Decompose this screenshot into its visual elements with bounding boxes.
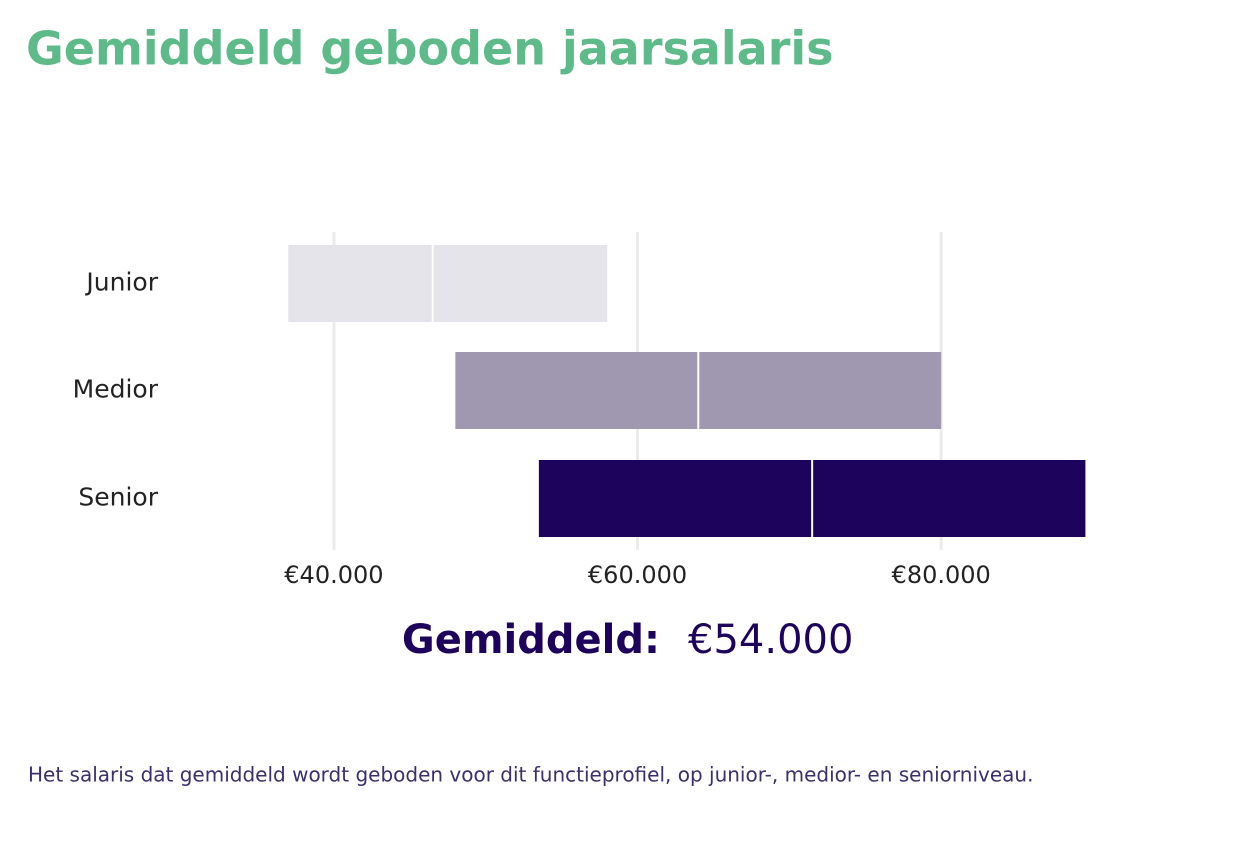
x-tick-label: €80.000 <box>892 561 991 589</box>
y-tick-label: Senior <box>78 483 158 512</box>
chart-title: Gemiddeld geboden jaarsalaris <box>26 22 834 76</box>
x-tick-label: €60.000 <box>588 561 687 589</box>
summary-label: Gemiddeld: <box>402 617 660 663</box>
y-tick-label: Junior <box>84 268 158 297</box>
range-bar <box>288 245 608 322</box>
summary-value: €54.000 <box>688 617 853 663</box>
x-tick-label: €40.000 <box>284 561 383 589</box>
y-tick-label: Medior <box>73 375 159 404</box>
caption: Het salaris dat gemiddeld wordt geboden … <box>28 763 1033 787</box>
